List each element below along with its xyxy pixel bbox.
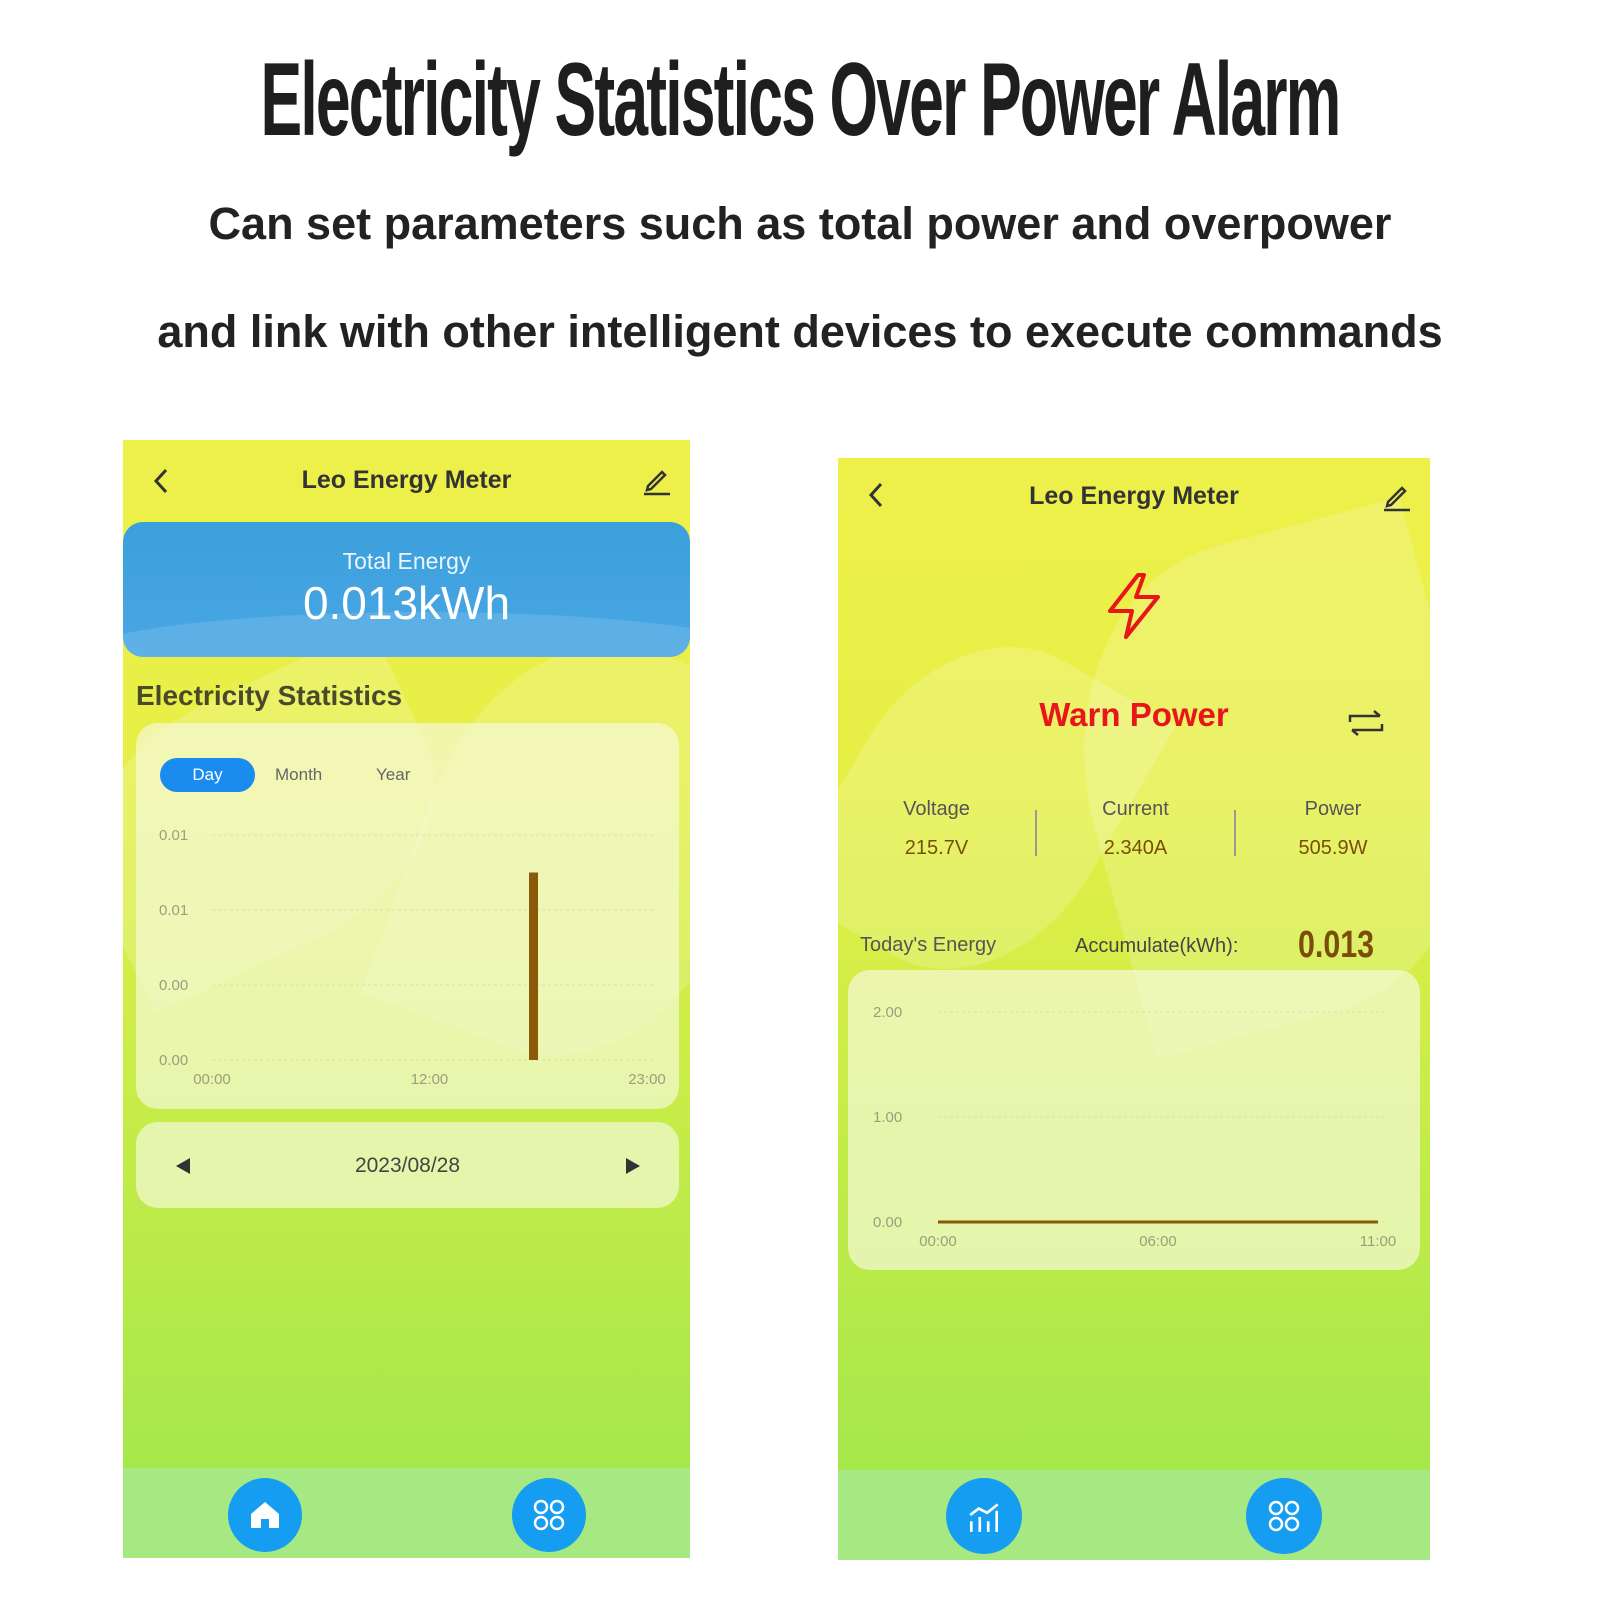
left-screen: Leo Energy Meter Total Energy 0.013kWh E… (123, 440, 690, 1558)
chart-svg: 2.00 1.00 0.00 00:00 06:00 11:00 (873, 1004, 1396, 1250)
x-tick-label: 06:00 (1139, 1233, 1177, 1250)
metric-power: Power 505.9W (1298, 798, 1368, 859)
y-tick-label: 2.00 (873, 1004, 902, 1021)
total-energy-value: 0.013kWh (302, 577, 511, 629)
stats-card: Day Month Year 0.01 0.01 0.00 0.00 00:00 12:0… (136, 723, 679, 1109)
y-tick-label: 0.00 (159, 977, 188, 994)
prev-date-icon[interactable] (176, 1158, 190, 1174)
bottom-nav (123, 1468, 690, 1558)
back-icon[interactable] (862, 480, 892, 510)
tab-day[interactable]: Day (160, 758, 255, 792)
edit-icon[interactable] (640, 464, 672, 496)
grid-icon (1268, 1500, 1300, 1532)
metric-voltage: Voltage 215.7V (903, 798, 970, 859)
next-date-icon[interactable] (626, 1158, 640, 1174)
today-line-chart: 2.00 1.00 0.00 00:00 06:00 11:00 (848, 970, 1420, 1270)
x-tick-label: 11:00 (1360, 1233, 1396, 1250)
metric-current: Current 2.340A (1102, 798, 1169, 859)
alarm-label: Warn Power (1039, 696, 1229, 733)
accumulate-label: Accumulate(kWh): (1075, 935, 1239, 957)
today-chart-card: 2.00 1.00 0.00 00:00 06:00 11:00 (848, 970, 1420, 1270)
screen-title: Leo Energy Meter (1029, 482, 1239, 510)
chart-icon (969, 1503, 999, 1532)
y-tick-label: 0.01 (159, 827, 188, 844)
metrics-row: Voltage 215.7V Current 2.340A Power 505.… (838, 798, 1430, 878)
divider (1035, 810, 1037, 856)
date-selector: 2023/08/28 (136, 1122, 679, 1208)
bar (529, 872, 539, 1060)
bottom-nav (838, 1470, 1430, 1560)
devices-button[interactable] (512, 1478, 586, 1552)
switch-icon[interactable] (1346, 708, 1386, 738)
section-title: Electricity Statistics (136, 680, 403, 711)
right-screen: Leo Energy Meter Warn Power Voltage 215.… (838, 458, 1430, 1560)
y-tick-label: 0.00 (873, 1214, 902, 1231)
x-tick-label: 00:00 (193, 1071, 231, 1088)
home-icon (251, 1502, 279, 1528)
top-bar: Leo Energy Meter (123, 440, 690, 520)
y-tick-label: 0.01 (159, 902, 188, 919)
lightning-icon (1108, 573, 1160, 639)
x-tick-label: 23:00 (628, 1071, 666, 1088)
y-tick-label: 1.00 (873, 1109, 902, 1126)
headline: Electricity Statistics Over Power Alarm (260, 42, 1342, 158)
subline-2: and link with other intelligent devices … (157, 306, 1443, 357)
statistics-button[interactable] (946, 1478, 1022, 1554)
divider (1234, 810, 1236, 856)
devices-button[interactable] (1246, 1478, 1322, 1554)
date-label: 2023/08/28 (354, 1154, 461, 1177)
accumulate-value: 0.013 (1298, 924, 1375, 966)
grid-icon (533, 1499, 565, 1531)
todays-energy-label: Today's Energy (860, 934, 997, 956)
tab-year[interactable]: Year (376, 765, 411, 784)
subline-1: Can set parameters such as total power a… (208, 198, 1392, 249)
tab-month[interactable]: Month (275, 765, 323, 784)
total-energy-card: Total Energy 0.013kWh (123, 522, 690, 657)
day-bar-chart: 0.01 0.01 0.00 0.00 00:00 12:00 23:00 (136, 723, 679, 1109)
x-tick-label: 00:00 (919, 1233, 957, 1250)
home-button[interactable] (228, 1478, 302, 1552)
screen-title: Leo Energy Meter (301, 466, 512, 494)
chart-svg: 0.01 0.01 0.00 0.00 00:00 12:00 23:00 (159, 827, 666, 1088)
back-icon[interactable] (147, 466, 177, 496)
total-energy-label: Total Energy (342, 548, 471, 574)
y-tick-label: 0.00 (159, 1052, 188, 1069)
x-tick-label: 12:00 (411, 1071, 449, 1088)
top-bar: Leo Energy Meter (838, 458, 1430, 538)
edit-icon[interactable] (1380, 480, 1412, 512)
